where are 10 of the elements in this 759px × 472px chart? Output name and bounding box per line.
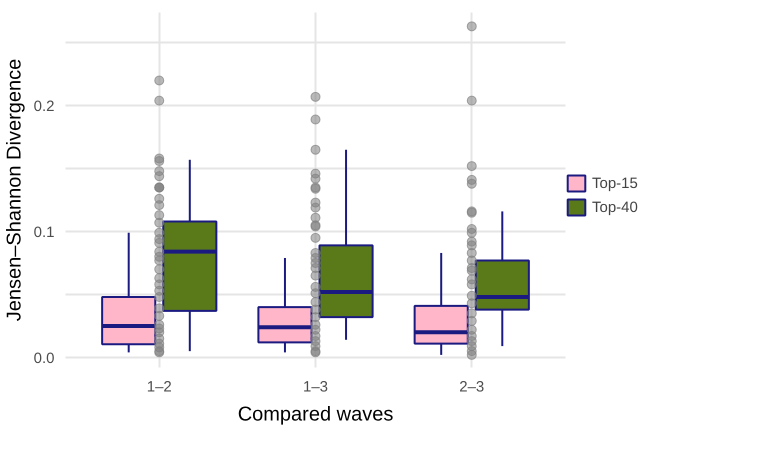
y-tick-label: 0.0	[34, 350, 55, 367]
y-tick-label: 0.1	[34, 224, 55, 242]
x-tick-label: 2–3	[459, 378, 484, 396]
legend-label: Top-15	[592, 174, 638, 192]
y-axis-title: Jensen–Shannon Divergence	[4, 58, 26, 322]
legend-label: Top-40	[592, 198, 638, 216]
x-axis-title: Compared waves	[238, 404, 394, 426]
y-tick-label: 0.2	[34, 98, 55, 116]
x-tick-label: 1–2	[146, 378, 172, 396]
x-tick-label: 1–3	[302, 378, 328, 396]
